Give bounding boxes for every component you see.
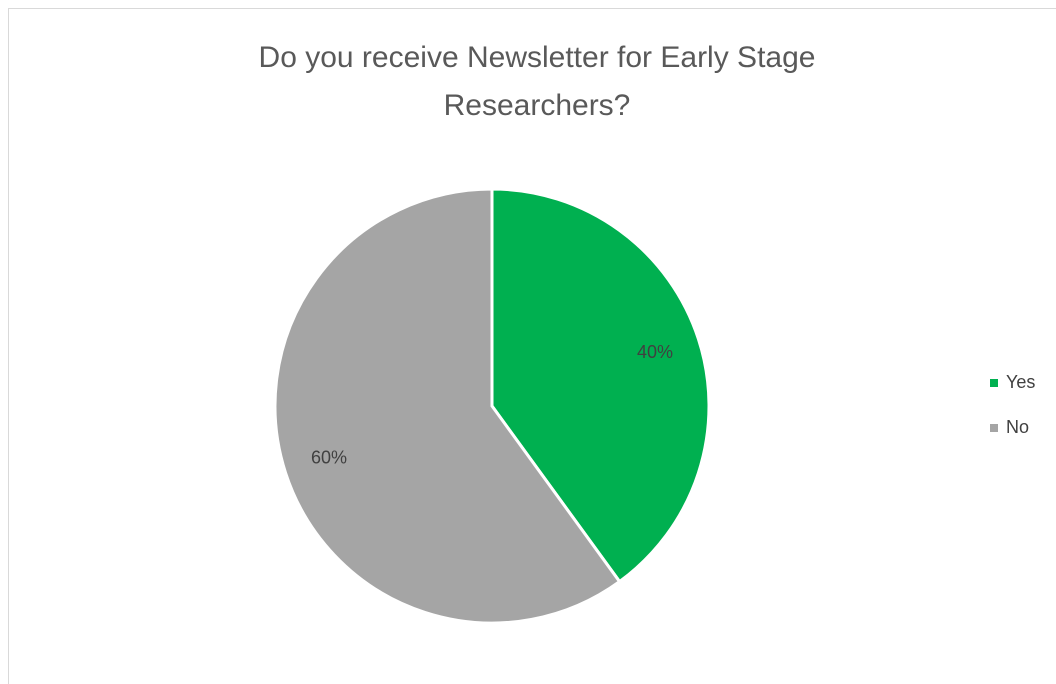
legend-marker [990, 424, 998, 432]
legend-label: No [1006, 417, 1029, 437]
chart-title: Do you receive Newsletter for Early Stag… [258, 41, 816, 122]
data-label: 40% [637, 342, 673, 362]
chart-border [8, 8, 1056, 684]
legend-label: Yes [1006, 372, 1035, 392]
pie-slice [273, 187, 622, 625]
data-label: 60% [311, 448, 347, 468]
legend-marker [990, 379, 998, 387]
pie-slice [490, 187, 711, 584]
